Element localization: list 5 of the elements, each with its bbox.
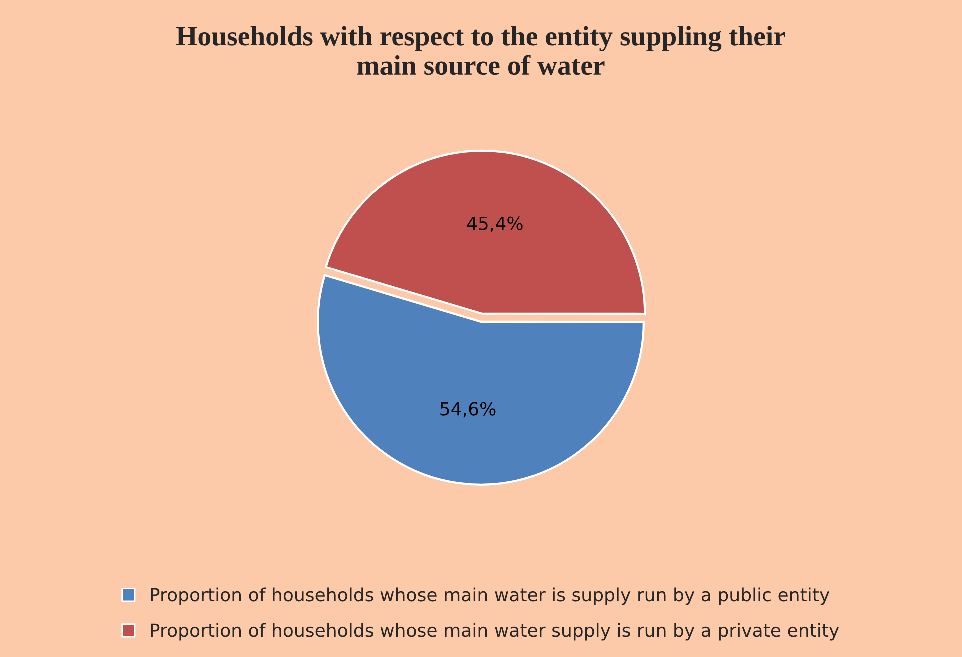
chart-title: Households with respect to the entity suppling their main source of water bbox=[176, 26, 786, 76]
data-label: 54,6% bbox=[440, 402, 496, 418]
legend-label: Proportion of households whose main water is supply run by a public entity bbox=[151, 588, 830, 606]
data-label: 45,4% bbox=[467, 216, 523, 232]
legend-label: Proportion of households whose main water supply is run by a private entity bbox=[151, 623, 840, 641]
